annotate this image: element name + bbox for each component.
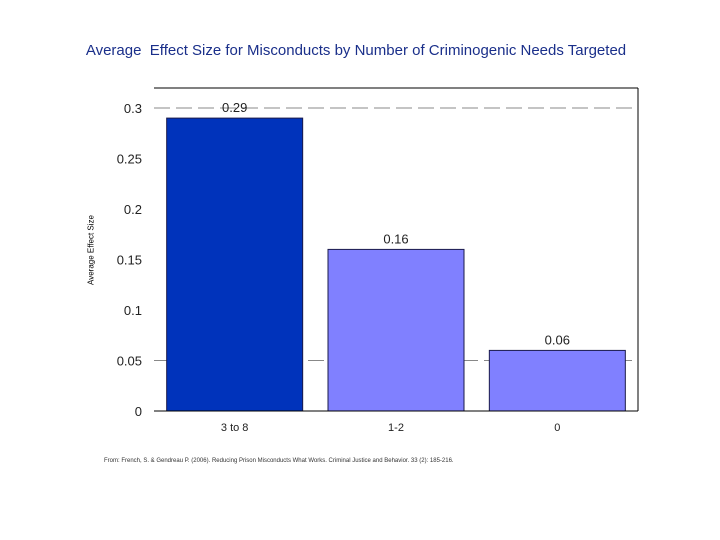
- y-tick-label: 0.25: [117, 152, 142, 167]
- x-tick-label: 0: [554, 422, 560, 434]
- y-tick-label: 0.1: [124, 303, 142, 318]
- y-tick-label: 0: [135, 404, 142, 419]
- y-tick-label: 0.2: [124, 202, 142, 217]
- source-footnote: From: French, S. & Gendreau P. (2006). R…: [104, 458, 454, 464]
- chart-title: Average Effect Size for Misconducts by N…: [85, 42, 627, 59]
- bar: [488, 349, 626, 412]
- y-tick-label: 0.15: [117, 253, 142, 268]
- data-label: 0.06: [545, 332, 570, 347]
- x-tick-label: 3 to 8: [221, 422, 249, 434]
- y-tick-label: 0.05: [117, 354, 142, 369]
- data-label: 0.29: [222, 100, 247, 115]
- data-label: 0.16: [383, 231, 408, 246]
- bar: [166, 117, 304, 412]
- y-tick-label: 0.3: [124, 101, 142, 116]
- x-tick-label: 1-2: [388, 422, 404, 434]
- bar: [327, 248, 465, 412]
